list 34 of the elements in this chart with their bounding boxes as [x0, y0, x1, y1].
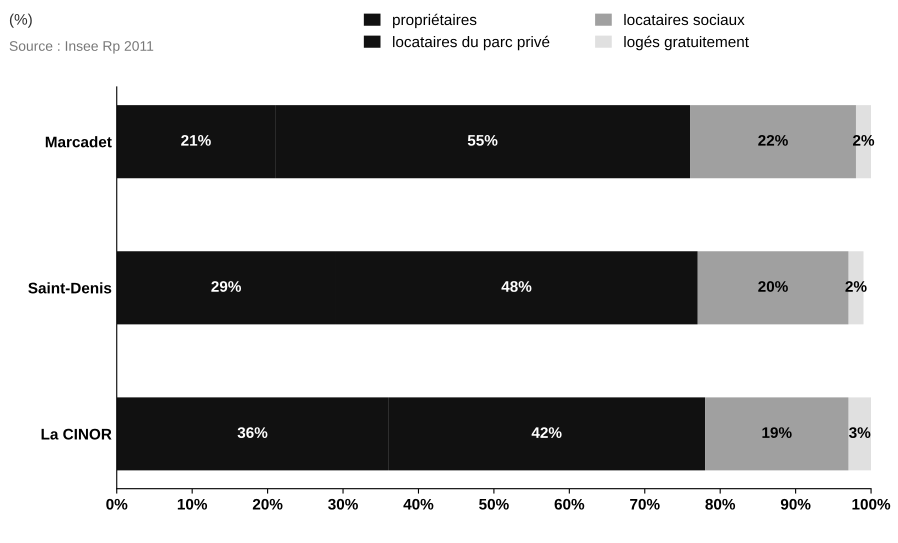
legend-label: locataires sociaux — [624, 14, 745, 26]
data-label: 19% — [762, 427, 792, 438]
x-tick-label: 50% — [479, 498, 509, 510]
legend-label: logés gratuitement — [624, 36, 749, 50]
y-tick-label: La CINOR — [42, 428, 112, 440]
x-tick-label: 80% — [705, 498, 736, 510]
data-label: 48% — [501, 281, 532, 292]
x-tick-label: 100% — [852, 498, 890, 510]
x-tick-label: 70% — [630, 498, 660, 510]
source-note: Source : Insee Rp 2011 — [10, 41, 154, 54]
x-tick-label: 10% — [178, 498, 208, 510]
legend-label: propriétaires — [393, 14, 476, 28]
x-tick-label: 90% — [780, 498, 811, 510]
x-tick-label: 30% — [328, 498, 358, 510]
y-tick-label: Marcadet — [46, 136, 112, 148]
data-label: 55% — [468, 134, 498, 146]
x-tick-label: 40% — [403, 498, 434, 510]
data-label: 29% — [211, 281, 242, 292]
x-tick-label: 0% — [106, 498, 128, 510]
bar — [705, 397, 848, 470]
data-label: 2% — [853, 134, 874, 146]
data-label: 3% — [849, 427, 870, 438]
text: (%) — [10, 14, 32, 28]
x-tick-label: 60% — [554, 498, 584, 510]
data-label: 36% — [238, 427, 268, 438]
data-label: 21% — [181, 134, 211, 146]
y-tick-label: Saint-Denis — [28, 282, 112, 294]
legend-label: locataires du parc privé — [393, 36, 550, 50]
x-tick-label: 20% — [252, 498, 282, 510]
data-label: 2% — [845, 281, 867, 292]
data-label: 22% — [758, 134, 788, 146]
data-label: 20% — [758, 281, 788, 292]
data-label: 42% — [532, 427, 562, 438]
bar — [848, 397, 872, 470]
